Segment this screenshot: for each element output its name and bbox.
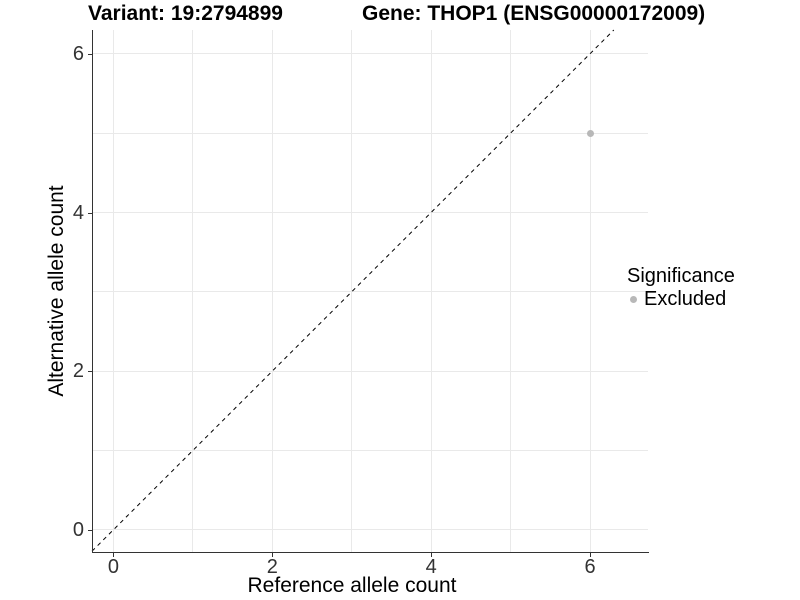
variant-title: Variant: 19:2794899 bbox=[88, 2, 283, 25]
legend-title: Significance bbox=[627, 265, 735, 287]
x-tick-mark bbox=[272, 553, 274, 557]
gridline-horizontal bbox=[92, 53, 648, 55]
gridline-horizontal bbox=[92, 370, 648, 372]
y-tick-label: 2 bbox=[72, 360, 84, 383]
x-tick-label: 6 bbox=[584, 556, 596, 578]
x-tick-label: 2 bbox=[266, 556, 278, 578]
y-tick-label: 0 bbox=[72, 518, 84, 541]
x-tick-label: 4 bbox=[425, 556, 437, 578]
x-tick-mark bbox=[431, 553, 433, 557]
x-axis-title: Reference allele count bbox=[247, 574, 457, 597]
gridline-horizontal bbox=[92, 450, 648, 451]
gridline-horizontal bbox=[92, 132, 648, 134]
x-tick-mark bbox=[113, 553, 115, 557]
legend-items: Excluded bbox=[627, 288, 735, 311]
x-tick-mark bbox=[590, 553, 591, 557]
y-tick-mark bbox=[88, 212, 92, 214]
legend-point-icon bbox=[630, 296, 637, 303]
legend-item: Excluded bbox=[627, 288, 735, 311]
y-tick-mark bbox=[88, 529, 92, 531]
legend-item-label: Excluded bbox=[644, 288, 727, 310]
gene-title: Gene: THOP1 (ENSG00000172009) bbox=[362, 2, 706, 25]
x-tick-label: 0 bbox=[107, 556, 119, 578]
gridline-horizontal bbox=[92, 212, 648, 213]
data-point bbox=[587, 130, 594, 138]
gridline-horizontal bbox=[92, 291, 648, 293]
gridline-horizontal bbox=[92, 529, 648, 531]
y-tick-mark bbox=[88, 53, 92, 55]
y-tick-label: 4 bbox=[72, 201, 84, 224]
legend: Significance Excluded bbox=[627, 264, 735, 311]
y-tick-mark bbox=[88, 371, 92, 373]
y-tick-label: 6 bbox=[72, 42, 84, 65]
y-axis-title: Alternative allele count bbox=[45, 185, 68, 397]
